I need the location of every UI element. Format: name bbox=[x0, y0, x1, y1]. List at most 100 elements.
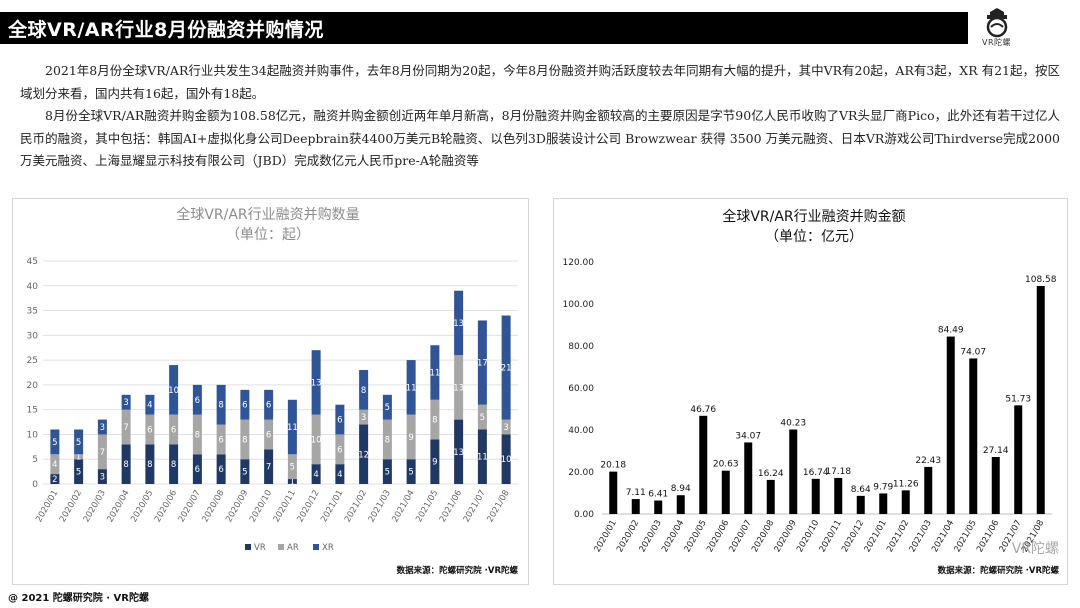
chart-subtitle: （单位：起） bbox=[226, 227, 310, 243]
data-label: 21 bbox=[501, 364, 512, 374]
bar-ar bbox=[192, 414, 202, 455]
chart-subtitle: （单位：亿元） bbox=[765, 229, 863, 245]
data-label: 1 bbox=[76, 453, 81, 463]
bar-vr bbox=[430, 439, 440, 484]
data-label: 4 bbox=[147, 401, 152, 411]
bar-vr bbox=[192, 454, 202, 484]
data-label: 10 bbox=[168, 386, 179, 396]
bar bbox=[901, 490, 910, 514]
x-tick-label: 2020/03 bbox=[82, 489, 108, 525]
data-label: 6 bbox=[337, 445, 342, 455]
data-label: 16.74 bbox=[803, 468, 829, 478]
data-source: 数据来源：陀螺研究院 ·VR陀螺 bbox=[938, 565, 1060, 576]
bar-vr bbox=[359, 424, 369, 484]
data-source: 数据来源：陀螺研究院 ·VR陀螺 bbox=[397, 565, 519, 576]
data-label: 8 bbox=[123, 460, 128, 470]
gyro-logo-icon bbox=[986, 8, 1008, 38]
x-tick-label: 2020/05 bbox=[129, 489, 155, 525]
data-label: 10 bbox=[501, 455, 512, 465]
bar bbox=[609, 471, 618, 514]
watermark: VR陀螺 bbox=[1012, 541, 1059, 557]
bar bbox=[991, 457, 1000, 514]
data-label: 4 bbox=[52, 460, 57, 470]
data-label: 3 bbox=[361, 413, 366, 423]
y-tick-label: 35 bbox=[27, 307, 38, 317]
bar-xr bbox=[287, 399, 297, 455]
bar-xr bbox=[169, 365, 179, 415]
bar-vr bbox=[477, 429, 487, 484]
y-tick-label: 25 bbox=[27, 356, 38, 366]
bar-xr bbox=[382, 394, 392, 420]
count-chart: 全球VR/AR行业融资并购数量（单位：起）0510152025303540452… bbox=[27, 206, 519, 576]
bar-vr bbox=[454, 419, 464, 484]
data-label: 8 bbox=[218, 401, 223, 411]
data-label: 9 bbox=[432, 458, 437, 468]
data-label: 10 bbox=[311, 435, 322, 445]
x-tick-label: 2021/02 bbox=[343, 489, 369, 525]
bar-ar bbox=[454, 355, 464, 420]
bar bbox=[879, 493, 888, 514]
legend-swatch-vr bbox=[245, 544, 251, 550]
data-label: 8 bbox=[242, 435, 247, 445]
bar-ar bbox=[359, 409, 369, 425]
data-label: 27.14 bbox=[983, 446, 1009, 456]
count-chart-panel: 全球VR/AR行业融资并购数量 （单位：起） 0 5 10 15 20 25 30 35 40 45 2… bbox=[12, 198, 529, 585]
bar-ar bbox=[145, 414, 155, 445]
data-label: 13 bbox=[453, 448, 464, 458]
bar-xr bbox=[240, 389, 250, 420]
data-label: 34.07 bbox=[735, 431, 761, 441]
data-label: 51.73 bbox=[1005, 394, 1031, 404]
bar-vr bbox=[145, 444, 155, 484]
amount-chart: 全球VR/AR行业融资并购金额 （单位：亿元） 0.00 20.00 40.00 60.0… bbox=[563, 208, 1060, 576]
logo-text: VR陀螺 bbox=[982, 38, 1012, 47]
bar-ar bbox=[216, 424, 226, 455]
bar-ar bbox=[264, 419, 274, 450]
bar-xr bbox=[430, 345, 440, 400]
bar-vr bbox=[382, 459, 392, 484]
y-tick-label: 100.00 bbox=[563, 300, 595, 310]
bar-xr bbox=[145, 394, 155, 415]
x-tick-label: 2021/05 bbox=[414, 489, 440, 525]
bar-xr bbox=[216, 384, 226, 425]
data-label: 2 bbox=[52, 475, 57, 485]
bar bbox=[721, 470, 730, 514]
y-tick-label: 120.00 bbox=[563, 258, 595, 268]
data-label: 7 bbox=[100, 448, 105, 458]
bar-vr bbox=[74, 459, 84, 484]
bar bbox=[946, 336, 955, 514]
data-label: 6 bbox=[195, 465, 200, 475]
data-label: 9.79 bbox=[873, 482, 893, 492]
bar-vr bbox=[406, 459, 416, 484]
bar-vr bbox=[216, 454, 226, 484]
data-label: 12 bbox=[358, 450, 369, 460]
data-label: 11 bbox=[429, 369, 440, 379]
x-tick-label: 2020/11 bbox=[272, 489, 298, 525]
data-label: 5 bbox=[242, 468, 247, 478]
bar-vr bbox=[311, 464, 321, 484]
bar bbox=[631, 499, 640, 514]
bar-vr bbox=[287, 479, 297, 484]
data-label: 8 bbox=[361, 386, 366, 396]
data-label: 6 bbox=[337, 416, 342, 426]
body-text: 2021年8月份全球VR/AR行业共发生34起融资并购事件，去年8月份同期为20… bbox=[20, 60, 1060, 173]
data-label: 3 bbox=[123, 398, 128, 408]
bar bbox=[834, 477, 843, 514]
bar-xr bbox=[454, 290, 464, 356]
data-label: 6 bbox=[266, 401, 271, 411]
x-tick-label: 2020/06 bbox=[153, 489, 179, 525]
x-tick-label: 2020/08 bbox=[200, 489, 226, 525]
data-label: 13 bbox=[311, 378, 322, 388]
data-label: 3 bbox=[100, 473, 105, 483]
data-label: 3 bbox=[503, 423, 508, 433]
y-tick-label: 80.00 bbox=[568, 342, 594, 352]
bar-xr bbox=[406, 360, 416, 415]
bar bbox=[924, 466, 933, 514]
bar-ar bbox=[335, 434, 345, 465]
y-tick-label: 40 bbox=[27, 282, 39, 292]
y-tick-label: 10 bbox=[27, 430, 39, 440]
bar bbox=[969, 358, 978, 514]
amount-chart-panel: 全球VR/AR行业融资并购金额 （单位：亿元） 0.00 20.00 40.00 60.0… bbox=[553, 198, 1068, 585]
bar-ar bbox=[240, 419, 250, 460]
bar-vr bbox=[50, 474, 60, 484]
page-title: 全球VR/AR行业8月份融资并购情况 bbox=[8, 19, 324, 41]
